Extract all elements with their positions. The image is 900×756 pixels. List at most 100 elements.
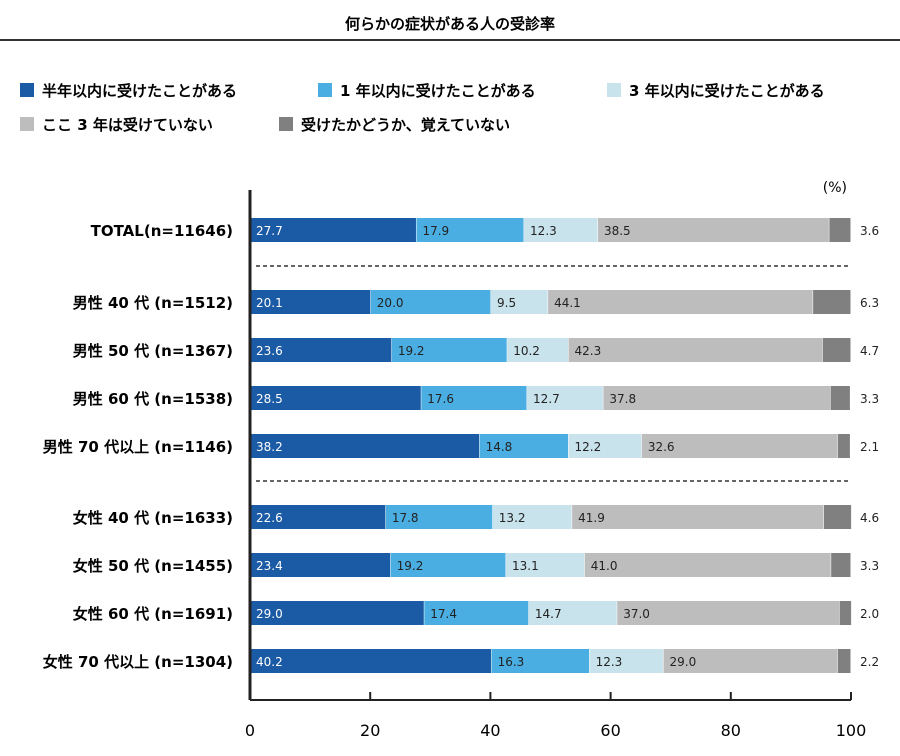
data-label: 14.7	[535, 607, 562, 621]
bar-segment	[548, 290, 813, 314]
data-label: 9.5	[497, 296, 516, 310]
bar-segment	[250, 434, 480, 458]
bar-segment	[831, 553, 851, 577]
data-label: 3.3	[860, 392, 879, 406]
data-label: 12.3	[596, 655, 623, 669]
bar-segment	[250, 290, 371, 314]
data-label: 41.9	[578, 511, 605, 525]
x-tick-label: 20	[360, 721, 380, 740]
bar-segment	[837, 649, 851, 673]
data-label: 40.2	[256, 655, 283, 669]
data-label: 44.1	[554, 296, 581, 310]
bar-segment	[479, 434, 569, 458]
legend-swatch	[318, 83, 332, 97]
data-label: 38.2	[256, 440, 283, 454]
x-tick-label: 60	[600, 721, 620, 740]
category-label: 女性 40 代 (n=1633)	[73, 509, 233, 527]
data-label: 29.0	[669, 655, 696, 669]
bar-segment	[250, 338, 392, 362]
bar-segment	[568, 434, 642, 458]
data-label: 2.1	[860, 440, 879, 454]
data-label: 12.7	[533, 392, 560, 406]
data-label: 4.7	[860, 344, 879, 358]
data-label: 37.8	[609, 392, 636, 406]
x-tick-label: 80	[721, 721, 741, 740]
legend-label: 3 年以内に受けたことがある	[629, 82, 825, 100]
data-label: 17.6	[427, 392, 454, 406]
bar-segment	[641, 434, 838, 458]
data-label: 2.2	[860, 655, 879, 669]
legend: 半年以内に受けたことがある 1 年以内に受けたことがある 3 年以内に受けたことがあ…	[20, 82, 825, 134]
bar-segment	[250, 386, 421, 410]
data-label: 20.1	[256, 296, 283, 310]
bar-segment	[524, 218, 598, 242]
data-label: 3.6	[860, 224, 879, 238]
data-label: 41.0	[591, 559, 618, 573]
plot-area: TOTAL(n=11646) 27.7 17.9 12.3 38.5 3.6 男性 40 代…	[43, 218, 879, 673]
bar-segment	[250, 649, 492, 673]
bar-segment	[823, 505, 852, 529]
data-label: 37.0	[623, 607, 650, 621]
data-label: 2.0	[860, 607, 879, 621]
bar-segment	[370, 290, 491, 314]
bar-segment	[572, 505, 824, 529]
x-tick-label: 40	[480, 721, 500, 740]
bar-segment	[822, 338, 851, 362]
data-label: 14.8	[486, 440, 513, 454]
category-label: 男性 40 代 (n=1512)	[73, 294, 233, 312]
category-label: TOTAL(n=11646)	[91, 222, 233, 240]
bar-segment	[391, 338, 507, 362]
bar-segment	[424, 601, 529, 625]
bar-segment	[421, 386, 527, 410]
category-label: 女性 50 代 (n=1455)	[73, 557, 233, 575]
bar-segment	[617, 601, 840, 625]
data-label: 23.6	[256, 344, 283, 358]
data-label: 3.3	[860, 559, 879, 573]
data-label: 27.7	[256, 224, 283, 238]
bar-segment	[603, 386, 831, 410]
bar-segment	[385, 505, 493, 529]
bar-segment	[250, 218, 416, 242]
bar-segment	[839, 601, 852, 625]
legend-swatch	[279, 117, 293, 131]
data-label: 20.0	[377, 296, 404, 310]
x-axis: 0 20 40 60 80 100	[245, 190, 866, 740]
legend-swatch	[20, 117, 34, 131]
bar-segment	[813, 290, 851, 314]
data-label: 12.2	[575, 440, 602, 454]
category-label: 男性 50 代 (n=1367)	[73, 342, 233, 360]
bar-segment	[527, 386, 603, 410]
legend-label: 半年以内に受けたことがある	[42, 82, 237, 100]
bar-segment	[491, 290, 548, 314]
data-label: 10.2	[513, 344, 540, 358]
bar-segment	[416, 218, 524, 242]
data-label: 13.2	[499, 511, 526, 525]
category-label: 女性 60 代 (n=1691)	[73, 605, 233, 623]
data-label: 13.1	[512, 559, 539, 573]
bar-segment	[837, 434, 850, 458]
unit-label: (%)	[823, 180, 847, 196]
bar-segment	[528, 601, 617, 625]
chart-title-group: 何らかの症状がある人の受診率	[0, 15, 900, 41]
data-label: 23.4	[256, 559, 283, 573]
legend-swatch	[607, 83, 621, 97]
x-tick-label: 100	[836, 721, 867, 740]
data-label: 4.6	[860, 511, 879, 525]
data-label: 17.4	[430, 607, 457, 621]
data-label: 19.2	[397, 559, 424, 573]
bar-segment	[584, 553, 831, 577]
bar-segment	[829, 218, 851, 242]
bar-segment	[250, 553, 391, 577]
data-label: 28.5	[256, 392, 283, 406]
chart-title: 何らかの症状がある人の受診率	[345, 15, 555, 33]
category-label: 男性 70 代以上 (n=1146)	[43, 438, 233, 456]
data-label: 16.3	[498, 655, 525, 669]
data-label: 6.3	[860, 296, 879, 310]
bar-segment	[663, 649, 838, 673]
legend-label: 受けたかどうか、覚えていない	[301, 116, 510, 134]
data-label: 42.3	[575, 344, 602, 358]
data-label: 22.6	[256, 511, 283, 525]
legend-label: ここ 3 年は受けていない	[42, 116, 213, 134]
bar-segment	[491, 649, 590, 673]
